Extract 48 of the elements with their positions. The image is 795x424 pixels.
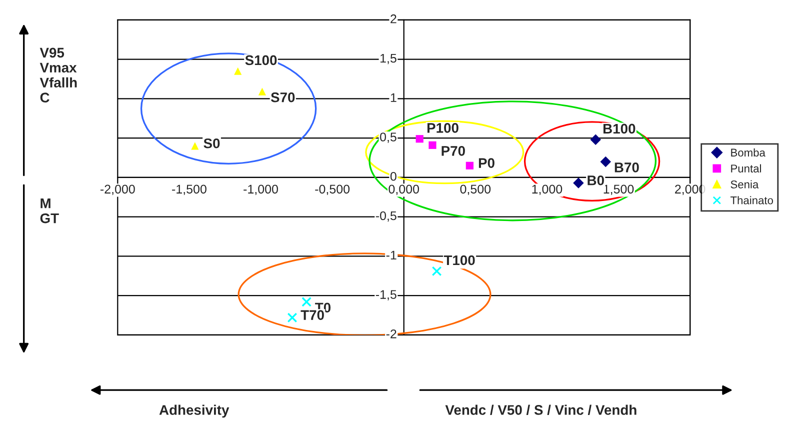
annotation: B100	[603, 124, 636, 134]
point	[302, 296, 312, 307]
x-tick-label: -0,500	[315, 184, 350, 196]
point	[600, 156, 612, 168]
text: V95 Vmax Vfallh C	[40, 48, 77, 102]
point	[432, 266, 442, 276]
x-tick-label: -2,000	[100, 184, 135, 196]
x-tick-label: 1,500	[604, 184, 634, 196]
annotation: B70	[614, 162, 639, 172]
y-tick-label: -2	[386, 329, 396, 338]
annotation: B0	[588, 175, 604, 186]
point	[234, 67, 242, 75]
x-tick-label: -1,500	[172, 184, 206, 196]
point	[191, 142, 199, 150]
point	[466, 162, 474, 170]
annotation: T100	[444, 255, 475, 266]
annotation: S0	[204, 138, 220, 148]
y-tick-label: 0,5	[380, 132, 396, 143]
legend-label: Senia	[730, 180, 759, 188]
text: M GT	[40, 198, 59, 224]
point	[428, 141, 436, 149]
y-tick-label: 1,5	[380, 54, 396, 64]
y-tick-label: -1,5	[376, 290, 396, 300]
point	[287, 312, 298, 323]
x-tick-label: 0,500	[460, 184, 491, 196]
x-tick-label: 0,000	[388, 184, 420, 196]
text: Adhesivity	[159, 404, 230, 418]
y-tick-label: -1	[386, 250, 396, 260]
x-tick-label: -1,000	[244, 184, 278, 196]
point	[416, 135, 424, 143]
y-tick-label: 0	[390, 172, 396, 181]
point	[590, 134, 601, 146]
annotation: P0	[478, 158, 494, 168]
legend-label: Thainato	[730, 196, 774, 204]
y-tick-label: 2	[390, 14, 396, 24]
text: Vendc / V50 / S / Vinc / Vendh	[445, 404, 636, 416]
legend-label: Bomba	[731, 148, 766, 157]
annotation: P100	[427, 123, 458, 133]
annotation: P70	[442, 146, 465, 156]
annotation: T70	[300, 310, 324, 320]
annotation: S70	[270, 92, 295, 102]
annotation: S100	[245, 55, 277, 66]
point	[258, 88, 266, 96]
x-tick-label: 1,000	[532, 184, 562, 196]
y-tick-label: 1	[390, 93, 396, 102]
y-tick-label: -0,5	[376, 211, 396, 222]
point	[573, 178, 584, 188]
legend-label: Puntal	[731, 164, 761, 172]
